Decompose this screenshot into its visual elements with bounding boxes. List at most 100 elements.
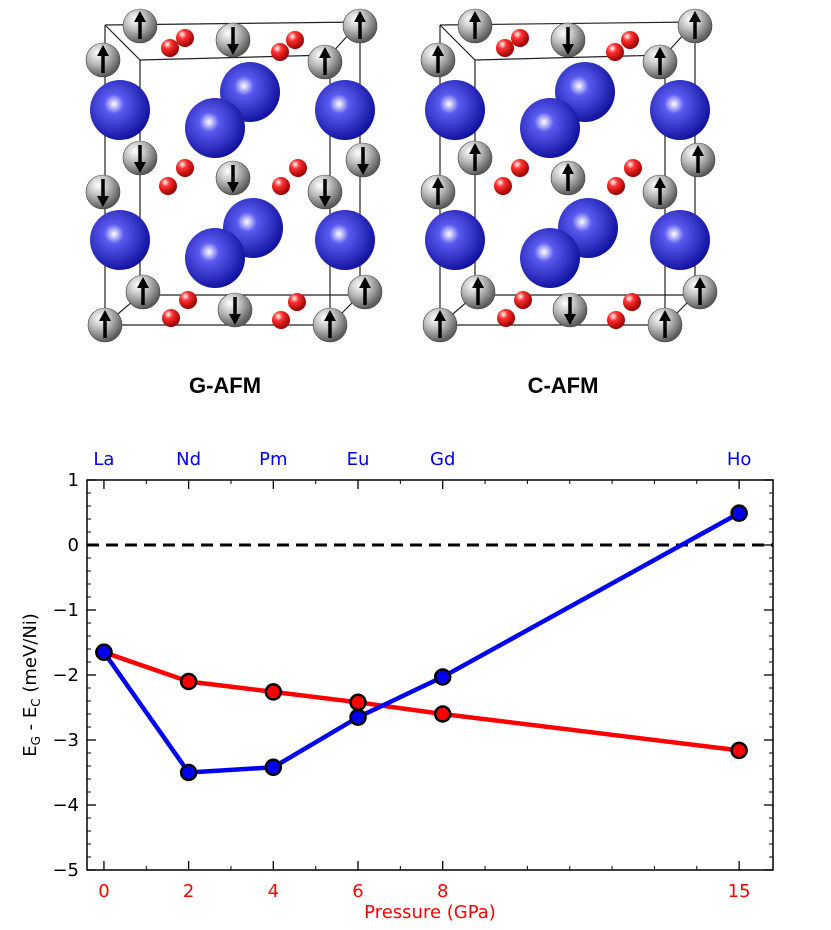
series-point-0 bbox=[730, 741, 748, 760]
spin-arrow-head bbox=[469, 11, 481, 22]
g-afm-label: G-AFM bbox=[189, 373, 261, 398]
spin-arrow-head bbox=[472, 277, 484, 288]
x-tick-label: 0 bbox=[98, 881, 109, 902]
oxygen-atom bbox=[623, 293, 641, 311]
oxygen-atom bbox=[161, 39, 179, 57]
oxygen-atom bbox=[176, 159, 194, 177]
y-axis-ticks: 1 0 −1 −2 −3 −4 −5 bbox=[52, 470, 773, 881]
spin-arrow-head bbox=[357, 164, 369, 175]
spin-arrow-head bbox=[434, 310, 446, 321]
series-point-0 bbox=[264, 683, 283, 701]
cell-edge bbox=[474, 54, 666, 61]
spin-arrow-head bbox=[99, 310, 111, 321]
x-axis-ticks: 0 2 4 6 8 15 bbox=[98, 861, 751, 902]
spin-arrow-head bbox=[137, 277, 149, 288]
oxygen-atom bbox=[179, 291, 197, 309]
rare-earth-atom bbox=[315, 80, 375, 140]
spin-arrow-head bbox=[564, 314, 576, 325]
oxygen-atom bbox=[607, 177, 625, 195]
x-tick-label: 6 bbox=[352, 881, 363, 902]
y-tick-label: −3 bbox=[52, 730, 79, 751]
cell-edge bbox=[139, 54, 331, 61]
c-afm-label: C-AFM bbox=[528, 373, 599, 398]
oxygen-atom bbox=[289, 159, 307, 177]
rare-earth-atom bbox=[90, 80, 150, 140]
spin-arrow-head bbox=[227, 182, 239, 193]
spin-arrow-head bbox=[324, 310, 336, 321]
rare-earth-atom bbox=[650, 210, 710, 270]
y-tick-label: −2 bbox=[52, 665, 79, 686]
c-afm-structure bbox=[420, 8, 718, 343]
y-tick-label: 1 bbox=[68, 470, 79, 491]
top-tick-label: Nd bbox=[176, 449, 201, 470]
oxygen-atom bbox=[286, 31, 304, 49]
top-tick-label: Ho bbox=[727, 449, 752, 470]
series-layer bbox=[95, 504, 748, 782]
spin-arrow-head bbox=[432, 45, 444, 56]
spin-arrow-head bbox=[227, 44, 239, 55]
spin-arrow-head bbox=[359, 277, 371, 288]
spin-arrow-head bbox=[562, 163, 574, 174]
oxygen-atom bbox=[624, 159, 642, 177]
rare-earth-atom bbox=[90, 210, 150, 270]
oxygen-atom bbox=[162, 309, 180, 327]
spin-arrow-head bbox=[229, 314, 241, 325]
oxygen-atom bbox=[272, 177, 290, 195]
top-tick-label: Eu bbox=[347, 449, 370, 470]
crystal-structures-figure: G-AFM C-AFM bbox=[85, 8, 718, 398]
series-point-0 bbox=[433, 705, 452, 723]
spin-arrow-head bbox=[689, 11, 701, 22]
spin-arrow-head bbox=[654, 177, 666, 188]
cell-edge bbox=[439, 24, 476, 61]
x-axis-title: Pressure (GPa) bbox=[364, 902, 496, 923]
oxygen-atom bbox=[272, 311, 290, 329]
spin-arrow-head bbox=[692, 145, 704, 156]
oxygen-atom bbox=[494, 177, 512, 195]
series-point-1 bbox=[179, 763, 198, 782]
top-tick-label: Gd bbox=[430, 449, 455, 470]
oxygen-atom bbox=[621, 31, 639, 49]
spin-arrow-head bbox=[319, 196, 331, 207]
oxygen-atom bbox=[176, 29, 194, 47]
oxygen-atom bbox=[497, 309, 515, 327]
spin-arrow-head bbox=[694, 277, 706, 288]
rare-earth-atom bbox=[315, 210, 375, 270]
y-tick-label: −5 bbox=[52, 860, 79, 881]
oxygen-atom bbox=[496, 39, 514, 57]
series-point-1 bbox=[730, 504, 748, 522]
spin-arrow-head bbox=[134, 11, 146, 22]
cell-edge bbox=[104, 24, 141, 61]
series-point-1 bbox=[264, 758, 283, 777]
series-line-1 bbox=[102, 511, 741, 775]
series-point-1 bbox=[95, 643, 113, 661]
x-tick-label: 8 bbox=[437, 881, 448, 902]
spin-arrow-head bbox=[562, 44, 574, 55]
rare-earth-atom bbox=[650, 80, 710, 140]
oxygen-atom bbox=[159, 177, 177, 195]
spin-arrow-head bbox=[97, 45, 109, 56]
rare-earth-atom bbox=[185, 98, 245, 158]
rare-earth-atom bbox=[520, 98, 580, 158]
rare-earth-atom bbox=[520, 228, 580, 288]
y-tick-label: −1 bbox=[52, 600, 79, 621]
spin-arrow-head bbox=[354, 11, 366, 22]
rare-earth-atom bbox=[425, 80, 485, 140]
g-afm-structure bbox=[85, 8, 383, 343]
series-point-1 bbox=[349, 708, 367, 726]
series-point-1 bbox=[433, 668, 452, 686]
oxygen-atom bbox=[514, 291, 532, 309]
x-tick-label: 2 bbox=[183, 881, 194, 902]
oxygen-atom bbox=[511, 29, 529, 47]
spin-arrow-head bbox=[319, 47, 331, 58]
series-line-0 bbox=[103, 650, 740, 753]
x-tick-label: 4 bbox=[268, 881, 279, 902]
y-axis-title: EG - EC (meV/Ni) bbox=[20, 613, 43, 757]
spin-arrow-head bbox=[432, 177, 444, 188]
oxygen-atom bbox=[607, 311, 625, 329]
top-tick-label: Pm bbox=[259, 449, 287, 470]
top-tick-label: La bbox=[93, 449, 114, 470]
rare-earth-atom bbox=[425, 210, 485, 270]
rare-earth-atom bbox=[185, 228, 245, 288]
spin-arrow-head bbox=[469, 143, 481, 154]
y-tick-label: 0 bbox=[68, 535, 79, 556]
